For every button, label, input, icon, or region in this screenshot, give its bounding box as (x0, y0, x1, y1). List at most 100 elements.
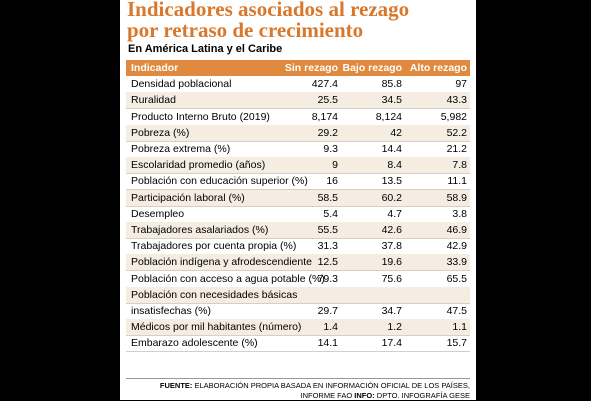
table-row: Escolaridad promedio (años) 9 8.4 7.8 (126, 157, 470, 175)
header-row: Indicador Sin rezago Bajo rezago Alto rezag… (126, 60, 470, 76)
table-row: Población con acceso a agua potable (%) 7… (126, 271, 470, 288)
cell: 16 (326, 175, 338, 188)
cell: 43.3 (446, 94, 467, 107)
cell: 52.2 (446, 126, 467, 139)
cell: 31.3 (317, 240, 338, 253)
cell: 4.7 (387, 207, 402, 220)
column-header: Sin rezago (284, 62, 338, 74)
cell: 58.5 (317, 191, 338, 204)
cell: 21.2 (446, 143, 467, 155)
cell: 75.6 (381, 272, 402, 285)
cell: 19.6 (381, 256, 402, 269)
row-label: Pobreza (%) (131, 126, 190, 139)
row-label: Embarazo adolescente (%) (131, 337, 258, 350)
cell: 33.9 (446, 256, 467, 269)
table-row: Población indígena y afrodescendiente 12.… (126, 254, 470, 272)
cell: 1.4 (323, 321, 338, 334)
footer: FUENTE: ELABORACIÓN PROPIA BASADA EN INF… (126, 378, 470, 401)
row-label: Participación laboral (%) (131, 191, 245, 204)
table-row: Pobreza (%) 29.2 42 52.2 (126, 124, 470, 142)
cell: 47.5 (446, 305, 467, 317)
cell: 85.8 (381, 78, 402, 91)
cell: 5,982 (440, 110, 467, 123)
cell: 7.8 (452, 159, 467, 172)
cell: 12.5 (317, 256, 338, 269)
cell: 8,174 (311, 110, 338, 123)
cell: 79.3 (317, 272, 338, 285)
title: Indicadores asociados al rezago (127, 0, 410, 21)
title: por retraso de crecimiento (127, 18, 364, 42)
table-row: Trabajadores por cuenta propia (%) 31.3 37… (126, 238, 470, 256)
cell: 9.3 (323, 143, 338, 155)
cell: 55.5 (317, 224, 338, 236)
table-row: Pobreza extrema (%) 9.3 14.4 21.2 (126, 141, 470, 158)
cell: 11.1 (447, 175, 467, 188)
cell: 97 (455, 78, 467, 91)
row-label: Población con educación superior (%) (131, 175, 308, 188)
cell: 8.4 (387, 159, 402, 172)
table-row: Población con educación superior (%) 16 13… (126, 173, 470, 191)
row-label: Médicos por mil habitantes (número) (131, 321, 302, 334)
cell: 15.7 (446, 337, 467, 350)
cell: 427.4 (311, 78, 338, 91)
table-row: Participación laboral (%) 58.5 60.2 58.9 (126, 189, 470, 207)
cell: 58.9 (446, 191, 467, 204)
cell: 1.1 (452, 321, 467, 334)
cell: 13.5 (381, 175, 402, 188)
cell: 17.4 (381, 337, 402, 350)
row-label: Ruralidad (131, 94, 176, 107)
column-header: Alto rezago (409, 62, 467, 74)
cell: 34.5 (381, 94, 402, 107)
table-row: Densidad poblacional 427.4 85.8 97 (126, 76, 470, 94)
cell: 42 (390, 126, 402, 139)
row-label: Población con necesidades básicas (131, 288, 298, 301)
row-label: Población indígena y afrodescendiente (131, 256, 312, 269)
cell: 29.2 (317, 126, 338, 139)
footer-line: FUENTE: ELABORACIÓN PROPIA BASADA EN INF… (126, 381, 470, 391)
cell: 9 (332, 159, 338, 172)
cell: 46.9 (446, 224, 467, 236)
table-row: Producto Interno Bruto (2019) 8,174 8,124 5… (126, 109, 470, 126)
row-label: Desempleo (131, 207, 185, 220)
column-header: Indicador (131, 62, 179, 74)
row-label: Trabajadores asalariados (%) (131, 224, 269, 236)
cell: 37.8 (381, 240, 402, 253)
table-row: Médicos por mil habitantes (número) 1.4 1.… (126, 319, 470, 337)
infographic: Indicadores asociados al rezago por retr… (120, 0, 476, 400)
cell: 1.2 (387, 321, 402, 334)
cell: 14.4 (381, 143, 402, 155)
table-row: Embarazo adolescente (%) 14.1 17.4 15.7 (126, 335, 470, 353)
row-label: Población con acceso a agua potable (%) (131, 272, 325, 285)
cell: 25.5 (317, 94, 338, 107)
cell: 60.2 (381, 191, 402, 204)
row-label: Trabajadores por cuenta propia (%) (131, 240, 297, 253)
cell: 65.5 (446, 272, 467, 285)
table-row: Ruralidad 25.5 34.5 43.3 (126, 92, 470, 110)
footer-line: INFORME FAO INFO: DPTO. INFOGRAFÍA GESE (126, 391, 471, 401)
row-label: Producto Interno Bruto (2019) (131, 110, 270, 123)
info-text: DPTO. INFOGRAFÍA GESE (376, 391, 470, 400)
table-row: Población con necesidades básicas (126, 286, 470, 304)
source-text: ELABORACIÓN PROPIA BASADA EN INFORMACIÓN… (194, 381, 471, 390)
source-text: INFORME FAO (300, 391, 353, 400)
subtitle: En América Latina y el Caribe (128, 43, 283, 55)
source-label: FUENTE: (159, 381, 193, 390)
cell: 42.9 (446, 240, 467, 253)
info-label: INFO: (354, 391, 375, 400)
row-label: Densidad poblacional (131, 78, 232, 91)
row-label: Escolaridad promedio (años) (131, 159, 266, 172)
table-row: insatisfechas (%) 29.7 34.7 47.5 (126, 303, 470, 320)
cell: 42.6 (381, 224, 402, 236)
cell: 29.7 (317, 305, 338, 317)
table-row: Trabajadores asalariados (%) 55.5 42.6 46.9 (126, 222, 470, 239)
cell: 8,124 (375, 110, 402, 123)
table-row: Desempleo 5.4 4.7 3.8 (126, 206, 470, 223)
cell: 3.8 (452, 207, 467, 220)
row-label: Pobreza extrema (%) (131, 143, 231, 155)
cell: 14.1 (317, 337, 338, 350)
cell: 5.4 (323, 207, 338, 220)
cell: 34.7 (381, 305, 402, 317)
row-label: insatisfechas (%) (131, 305, 211, 317)
column-header: Bajo rezago (342, 62, 402, 74)
